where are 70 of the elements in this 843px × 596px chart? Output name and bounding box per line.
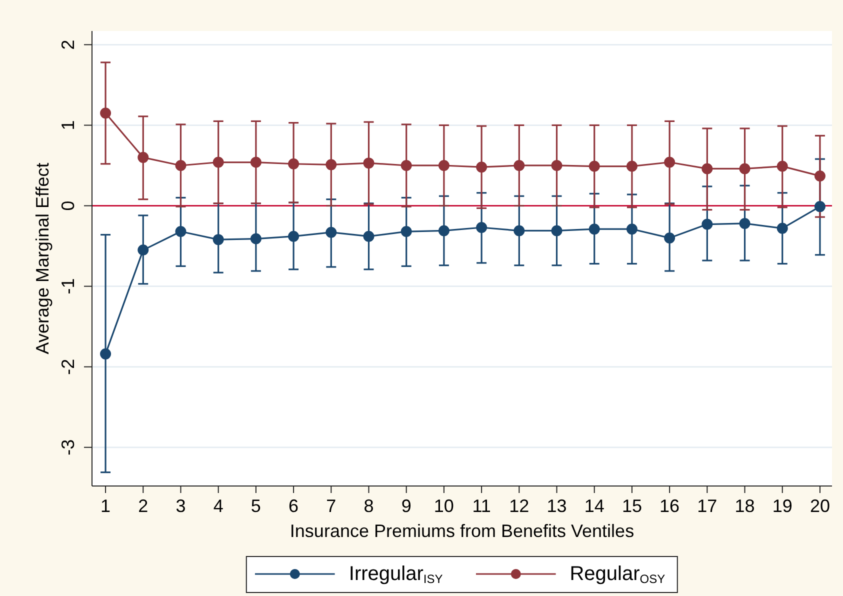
x-tick-label: 3 [176,496,186,516]
point [175,226,186,238]
point [326,226,337,238]
point [438,225,450,236]
point [100,348,112,360]
point [514,225,525,236]
x-tick-label: 12 [509,496,530,516]
x-tick-label: 1 [100,496,111,516]
x-tick-label: 19 [772,496,792,516]
point [476,162,488,173]
point [588,160,600,172]
point [363,158,374,169]
point [551,160,562,171]
point [664,232,676,244]
x-tick-label: 9 [401,496,412,516]
x-tick-label: 5 [250,496,261,516]
x-axis-title: Insurance Premiums from Benefits Ventiles [290,521,634,541]
y-tick-label: -2 [58,358,78,375]
point [739,163,750,174]
point [438,160,450,171]
point [588,224,600,235]
point [814,201,826,212]
x-tick-label: 17 [697,496,718,516]
x-tick-label: 4 [213,496,224,516]
point [212,234,224,246]
x-tick-label: 7 [326,496,336,516]
x-tick-label: 18 [734,496,755,516]
point [212,156,224,168]
point [626,224,638,235]
point [175,160,186,171]
y-tick-label: 0 [58,200,78,211]
point [551,225,562,236]
point [250,156,262,168]
point [702,163,713,174]
y-axis-title: Average Marginal Effect [32,162,52,354]
point [326,159,337,170]
y-tick-label: 2 [58,40,78,50]
x-tick-label: 10 [434,496,454,516]
point [776,222,788,234]
point [400,226,412,238]
y-tick-label: -3 [58,439,78,456]
point [363,230,374,242]
point [664,156,676,168]
point [514,160,525,171]
x-tick-label: 16 [660,496,680,516]
legend-label: Irregular$_{ISY}$ [348,562,443,587]
x-tick-label: 13 [546,496,567,516]
y-tick-label: -1 [58,278,78,294]
point [400,160,412,171]
x-tick-label: 20 [810,496,830,516]
point [702,218,713,230]
x-tick-label: 15 [622,496,642,516]
x-tick-label: 8 [364,496,374,516]
point [100,108,112,119]
y-tick-label: 1 [58,120,78,130]
x-tick-label: 11 [472,496,491,516]
point [814,170,826,182]
point [138,152,149,163]
point [138,244,149,256]
point [288,158,300,170]
point [250,233,262,244]
point [288,230,300,242]
point [626,160,638,172]
x-tick-label: 2 [138,496,148,516]
x-tick-label: 14 [584,496,604,516]
point [476,222,488,233]
legend-label: Regular$_{OSY}$ [570,562,666,587]
x-tick-label: 6 [288,496,299,516]
point [739,218,750,229]
point [776,160,788,172]
